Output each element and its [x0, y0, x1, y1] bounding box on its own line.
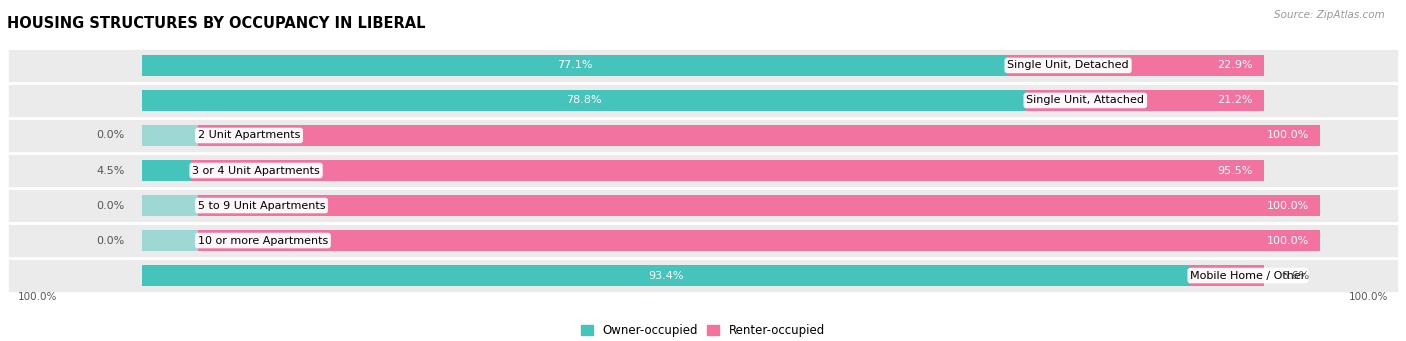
Bar	[198, 125, 1320, 146]
Text: 10 or more Apartments: 10 or more Apartments	[198, 236, 328, 246]
Legend: Owner-occupied, Renter-occupied: Owner-occupied, Renter-occupied	[578, 321, 828, 341]
Text: 0.0%: 0.0%	[97, 201, 125, 210]
Text: 22.9%: 22.9%	[1218, 60, 1253, 71]
Bar	[142, 265, 1191, 286]
Text: 100.0%: 100.0%	[1348, 292, 1388, 302]
Bar	[142, 125, 198, 146]
Text: Source: ZipAtlas.com: Source: ZipAtlas.com	[1274, 10, 1385, 20]
Text: 2 Unit Apartments: 2 Unit Apartments	[198, 131, 299, 140]
Text: 100.0%: 100.0%	[1267, 131, 1309, 140]
Text: Single Unit, Detached: Single Unit, Detached	[1007, 60, 1129, 71]
Bar	[198, 195, 1320, 216]
Text: 95.5%: 95.5%	[1218, 165, 1253, 176]
Bar	[7, 223, 1399, 258]
Bar	[1007, 55, 1264, 76]
Text: 5 to 9 Unit Apartments: 5 to 9 Unit Apartments	[198, 201, 325, 210]
Bar	[142, 230, 198, 251]
Bar	[7, 83, 1399, 118]
Text: 100.0%: 100.0%	[1267, 236, 1309, 246]
Text: 93.4%: 93.4%	[648, 270, 683, 281]
Text: 77.1%: 77.1%	[557, 60, 592, 71]
Text: 0.0%: 0.0%	[97, 131, 125, 140]
Bar	[142, 160, 193, 181]
Bar	[142, 195, 198, 216]
Bar	[198, 230, 1320, 251]
Text: 78.8%: 78.8%	[567, 95, 602, 105]
Text: 3 or 4 Unit Apartments: 3 or 4 Unit Apartments	[193, 165, 321, 176]
Bar	[7, 188, 1399, 223]
Text: HOUSING STRUCTURES BY OCCUPANCY IN LIBERAL: HOUSING STRUCTURES BY OCCUPANCY IN LIBER…	[7, 16, 426, 31]
Text: 0.0%: 0.0%	[97, 236, 125, 246]
Bar	[7, 153, 1399, 188]
Bar	[7, 258, 1399, 293]
Text: Mobile Home / Other: Mobile Home / Other	[1191, 270, 1306, 281]
Bar	[1026, 90, 1264, 111]
Text: 100.0%: 100.0%	[18, 292, 58, 302]
Bar	[1191, 265, 1264, 286]
Bar	[7, 48, 1399, 83]
Text: 100.0%: 100.0%	[1267, 201, 1309, 210]
Bar	[142, 90, 1026, 111]
Bar	[142, 55, 1007, 76]
Text: 21.2%: 21.2%	[1218, 95, 1253, 105]
Bar	[193, 160, 1264, 181]
Bar	[7, 118, 1399, 153]
Text: 4.5%: 4.5%	[97, 165, 125, 176]
Text: Single Unit, Attached: Single Unit, Attached	[1026, 95, 1144, 105]
Text: 6.6%: 6.6%	[1281, 270, 1309, 281]
